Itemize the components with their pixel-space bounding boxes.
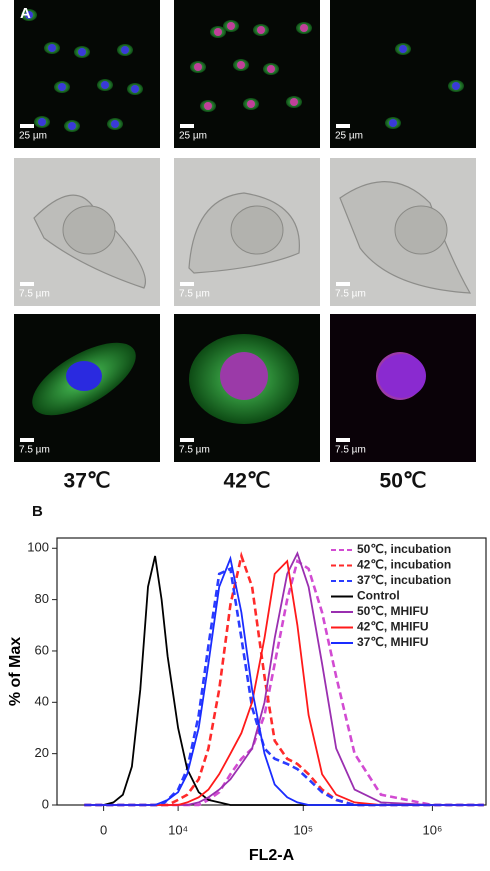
nucleus xyxy=(394,205,448,255)
scale-bar xyxy=(20,124,34,128)
scale-label: 7.5 µm xyxy=(179,289,210,300)
nucleus xyxy=(237,61,245,69)
scale-label: 7.5 µm xyxy=(179,445,210,456)
scale-bar xyxy=(336,438,350,442)
scale-label: 7.5 µm xyxy=(19,445,50,456)
panel-a: 25 µm 25 µm 25 µm 7.5 µm 7.5 µm 7.5 µm 7.5 µm 7… xyxy=(14,0,476,493)
scale-label: 25 µm xyxy=(19,131,47,142)
series-line xyxy=(84,555,484,806)
nucleus xyxy=(204,102,212,110)
scale-label: 25 µm xyxy=(335,131,363,142)
scale-bar xyxy=(336,282,350,286)
nucleus xyxy=(121,46,129,54)
x-axis-label: FL2-A xyxy=(249,847,295,864)
scale-bar xyxy=(180,124,194,128)
x-tick-label: 0 xyxy=(100,822,107,837)
nucleus xyxy=(25,11,33,19)
y-tick-label: 100 xyxy=(27,540,49,555)
nucleus xyxy=(78,48,86,56)
y-tick-label: 60 xyxy=(35,642,49,657)
nucleus xyxy=(58,83,66,91)
panel-label: B xyxy=(32,503,43,520)
nucleus xyxy=(452,82,460,90)
nucleus xyxy=(290,98,298,106)
nucleus xyxy=(227,22,235,30)
legend-label: 50℃, MHIFU xyxy=(357,604,428,618)
x-tick-label: 10⁶ xyxy=(422,822,442,837)
nucleus xyxy=(131,85,139,93)
nucleus xyxy=(62,205,116,255)
scale-label: 25 µm xyxy=(179,131,207,142)
column-label: 50℃ xyxy=(380,470,427,493)
nucleus xyxy=(220,352,268,400)
y-tick-label: 80 xyxy=(35,591,49,606)
series-line xyxy=(84,559,484,806)
nucleus xyxy=(300,24,308,32)
nucleus xyxy=(194,63,202,71)
micrograph xyxy=(330,0,476,148)
nucleus xyxy=(247,100,255,108)
series-line xyxy=(84,566,484,807)
scale-label: 7.5 µm xyxy=(19,289,50,300)
nucleus xyxy=(267,65,275,73)
y-axis-label: % of Max xyxy=(7,637,24,706)
legend-label: 42℃, MHIFU xyxy=(357,620,428,634)
x-tick-label: 10⁴ xyxy=(168,822,188,837)
scale-label: 7.5 µm xyxy=(335,445,366,456)
column-label: 42℃ xyxy=(224,470,271,493)
panel-label: A xyxy=(20,5,31,22)
legend-label: 37℃, incubation xyxy=(357,573,451,587)
series-line xyxy=(84,551,484,806)
legend-label: 37℃, MHIFU xyxy=(357,635,428,649)
nucleus xyxy=(230,205,284,255)
scale-bar xyxy=(336,124,350,128)
nucleus xyxy=(68,122,76,130)
series-line xyxy=(84,558,484,807)
scale-bar xyxy=(180,282,194,286)
chart: 0 20 40 60 80 100 0 10⁴ 10⁵ 10⁶ FL2-A % of Max 50℃, … xyxy=(7,537,487,864)
nucleus xyxy=(48,44,56,52)
scale-bar xyxy=(20,282,34,286)
nucleus xyxy=(257,26,265,34)
scale-label: 7.5 µm xyxy=(335,289,366,300)
nucleus xyxy=(214,28,222,36)
nucleus xyxy=(389,119,397,127)
scale-bar xyxy=(20,438,34,442)
legend-label: Control xyxy=(357,589,400,603)
x-tick-label: 10⁵ xyxy=(293,822,313,837)
legend-label: 50℃, incubation xyxy=(357,542,451,556)
nucleus xyxy=(66,361,102,391)
micrograph xyxy=(174,0,320,148)
column-label: 37℃ xyxy=(64,470,111,493)
scale-bar xyxy=(180,438,194,442)
nucleus xyxy=(378,354,426,398)
y-tick-label: 0 xyxy=(42,796,49,811)
y-tick-label: 20 xyxy=(35,745,49,760)
legend-label: 42℃, incubation xyxy=(357,558,451,572)
y-tick-label: 40 xyxy=(35,694,49,709)
nucleus xyxy=(38,118,46,126)
nucleus xyxy=(101,81,109,89)
nucleus xyxy=(111,120,119,128)
nucleus xyxy=(399,45,407,53)
